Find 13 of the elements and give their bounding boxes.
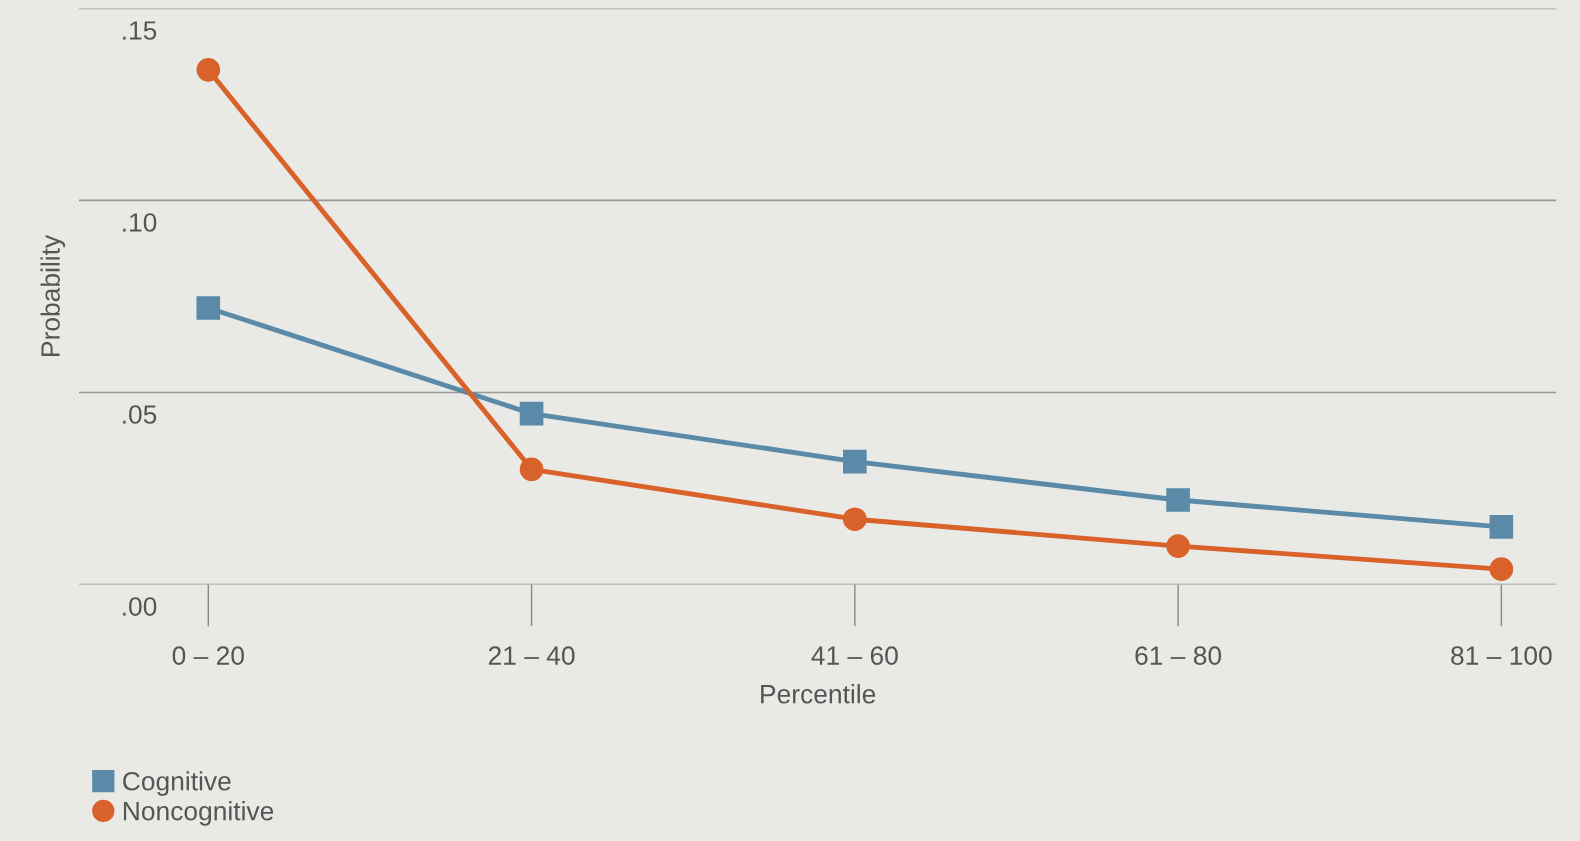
y-tick-label: .15: [123, 21, 157, 40]
y-axis-title: Probability: [40, 234, 66, 356]
legend-label: Noncognitive: [123, 801, 274, 826]
y-tick-label: .10: [123, 213, 157, 232]
y-tick-label: .05: [123, 405, 157, 424]
y-tick-label: .00: [123, 597, 157, 616]
legend-label: Cognitive: [123, 771, 231, 796]
x-tick-label: 81 – 100: [1451, 646, 1552, 665]
x-tick-label: 0 – 20: [172, 646, 244, 665]
x-tick-label: 61 – 80: [1135, 646, 1222, 665]
x-axis-title: Percentile: [761, 684, 876, 704]
x-tick-label: 41 – 60: [811, 646, 898, 665]
x-tick-label: 21 – 40: [488, 646, 575, 665]
